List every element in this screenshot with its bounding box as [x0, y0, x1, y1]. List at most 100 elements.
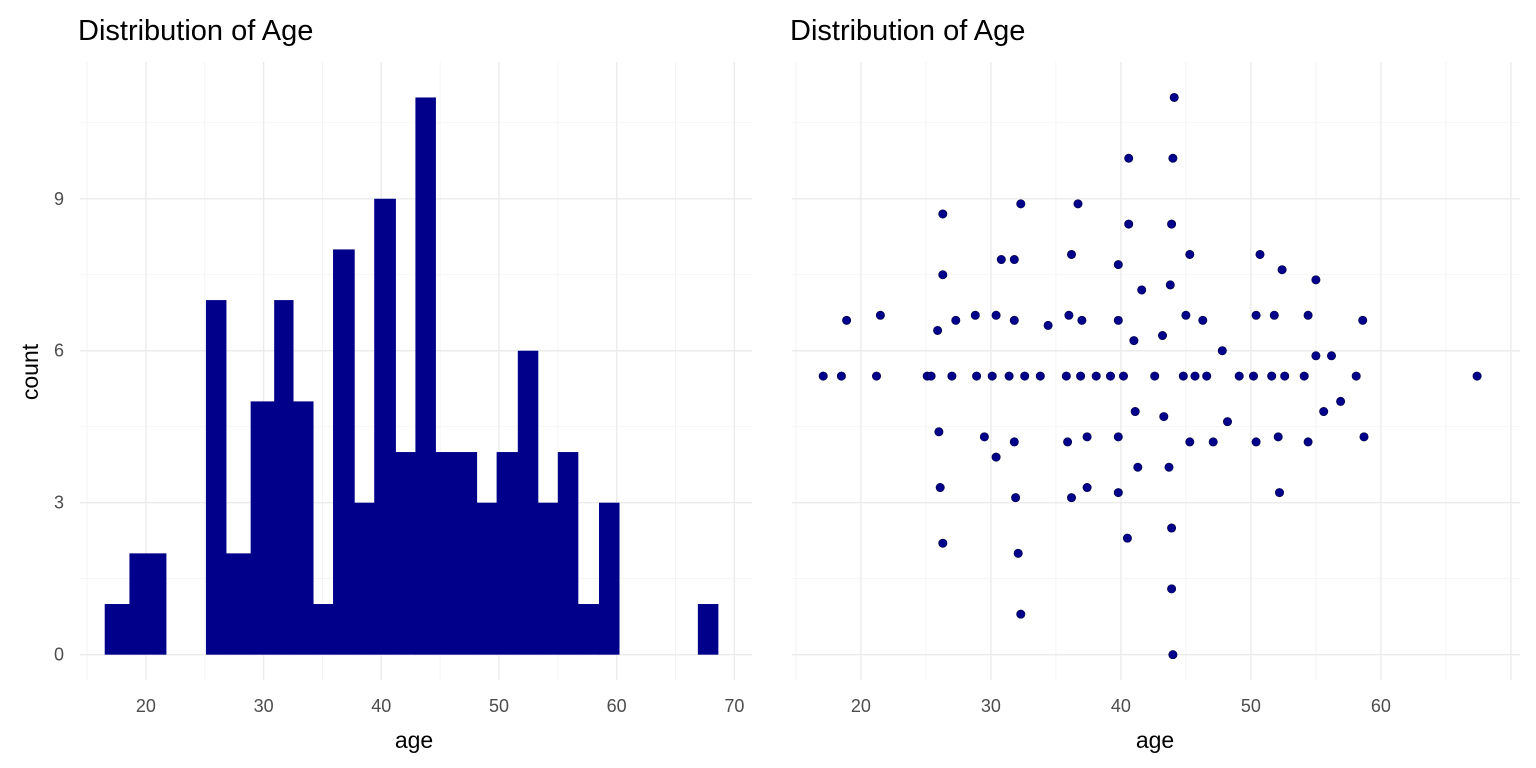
scatter-point [1275, 488, 1285, 498]
scatter-point [1164, 462, 1174, 472]
scatter-point [1113, 315, 1123, 325]
scatter-point [996, 255, 1006, 265]
scatter-point [1137, 285, 1147, 295]
scatter-point [1190, 371, 1200, 381]
scatter-point [875, 310, 885, 320]
x-tick-label: 50 [489, 696, 509, 716]
histogram-title: Distribution of Age [78, 15, 313, 47]
scatter-title: Distribution of Age [790, 15, 1025, 47]
histogram-bar [435, 452, 478, 655]
scatter-point [991, 310, 1001, 320]
scatter-point [970, 310, 980, 320]
y-tick-label: 9 [54, 189, 64, 209]
scatter-point [1113, 432, 1123, 442]
histogram-bar [537, 502, 559, 655]
x-tick-label: 60 [607, 696, 627, 716]
histogram-bar [333, 249, 355, 655]
scatter-point [1133, 462, 1143, 472]
scatter-point [1217, 346, 1227, 356]
scatter-point [1113, 260, 1123, 270]
scatter-point [1234, 371, 1244, 381]
scatter-point [938, 270, 948, 280]
scatter-point [1273, 432, 1283, 442]
scatter-point [1167, 219, 1177, 229]
scatter-point [1076, 371, 1086, 381]
scatter-point [1319, 407, 1329, 417]
scatter-point [1016, 199, 1026, 209]
scatter-point [1280, 371, 1290, 381]
scatter-point [1082, 432, 1092, 442]
y-tick-label: 0 [54, 645, 64, 665]
x-tick-label: 30 [254, 696, 274, 716]
x-tick-label: 60 [1371, 696, 1391, 716]
scatter-point [951, 315, 961, 325]
histogram-bar [599, 502, 620, 655]
x-tick-label: 30 [981, 696, 1001, 716]
scatter-point [1020, 371, 1030, 381]
scatter-point [987, 371, 997, 381]
scatter-point [1185, 437, 1195, 447]
scatter-point [1178, 371, 1188, 381]
scatter-point [1009, 255, 1019, 265]
scatter-point [1077, 315, 1087, 325]
histogram-bar [476, 502, 498, 655]
scatter-point [1303, 310, 1313, 320]
x-tick-label: 20 [136, 696, 156, 716]
scatter-point [1299, 371, 1309, 381]
scatter-point [1251, 310, 1261, 320]
scatter-point [818, 371, 828, 381]
scatter-point [1208, 437, 1218, 447]
scatter-point [1067, 493, 1077, 503]
scatter-point [1119, 371, 1129, 381]
scatter-point [1267, 371, 1277, 381]
scatter-point [836, 371, 846, 381]
scatter-point [1063, 437, 1073, 447]
scatter-point [1303, 437, 1313, 447]
scatter-point [1073, 199, 1083, 209]
histogram-y-tick-labels: 0 3 6 9 [54, 189, 64, 665]
scatter-point [1150, 371, 1160, 381]
scatter-point [1035, 371, 1045, 381]
histogram-bar [395, 452, 416, 655]
y-tick-label: 3 [54, 493, 64, 513]
histogram-bar [225, 553, 252, 655]
histogram-bar [250, 401, 275, 655]
scatter-point [1311, 351, 1321, 361]
scatter-point [935, 483, 945, 493]
histogram-bar [557, 452, 579, 655]
scatter-point [1043, 320, 1053, 330]
scatter-point [871, 371, 881, 381]
histogram-bar [274, 300, 294, 655]
scatter-point [1009, 315, 1019, 325]
scatter-grid [792, 62, 1520, 680]
histogram-x-tick-labels: 20 30 40 50 60 70 [136, 696, 744, 716]
scatter-point [1198, 315, 1208, 325]
histogram-y-axis-title: count [17, 343, 43, 400]
scatter-point [842, 315, 852, 325]
scatter-point [1009, 437, 1019, 447]
scatter-point [1013, 548, 1023, 558]
x-tick-label: 50 [1241, 696, 1261, 716]
scatter-point [926, 371, 936, 381]
scatter-point [1061, 371, 1071, 381]
scatter-point [1251, 437, 1261, 447]
scatter-point [1351, 371, 1361, 381]
y-tick-label: 6 [54, 341, 64, 361]
histogram-bar [415, 97, 436, 655]
histogram-bar [577, 604, 600, 655]
scatter-point [972, 371, 982, 381]
scatter-point [1311, 275, 1321, 285]
x-tick-label: 40 [1111, 696, 1131, 716]
scatter-point [934, 427, 944, 437]
histogram-bar [293, 401, 314, 655]
histogram-bar [104, 604, 130, 655]
x-tick-label: 20 [851, 696, 871, 716]
histogram-bars [104, 97, 719, 655]
scatter-point [1185, 249, 1195, 259]
scatter-point [1255, 249, 1265, 259]
scatter-point [1269, 310, 1279, 320]
scatter-panel: Distribution of Age 20 30 40 50 60 age [790, 15, 1520, 753]
scatter-point [1130, 407, 1140, 417]
scatter-point [1124, 153, 1134, 163]
